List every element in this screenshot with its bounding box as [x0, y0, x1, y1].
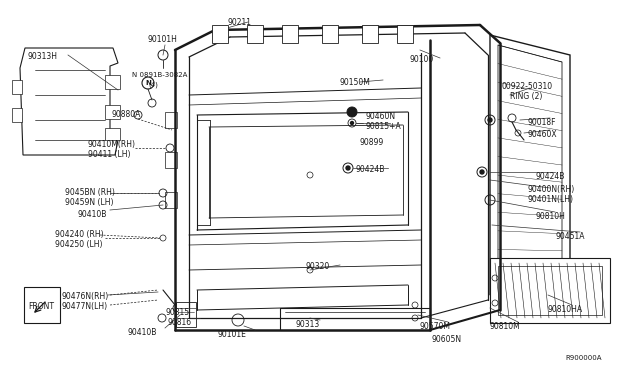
Bar — [105, 128, 120, 140]
Text: 90605N: 90605N — [432, 335, 462, 344]
Text: 904250 (LH): 904250 (LH) — [55, 240, 102, 249]
Text: 90410B: 90410B — [128, 328, 157, 337]
Text: 90460X: 90460X — [528, 130, 557, 139]
Text: N 0891B-3082A: N 0891B-3082A — [132, 72, 188, 78]
Text: 90477N(LH): 90477N(LH) — [62, 302, 108, 311]
Text: 90816: 90816 — [168, 318, 192, 327]
Circle shape — [351, 122, 353, 125]
Bar — [165, 112, 177, 128]
Bar — [12, 108, 22, 122]
Circle shape — [488, 118, 492, 122]
Text: 90476N(RH): 90476N(RH) — [62, 292, 109, 301]
Bar — [176, 302, 196, 327]
Text: 90101H: 90101H — [148, 35, 178, 44]
Text: 90460N: 90460N — [365, 112, 395, 121]
Text: 90424B: 90424B — [355, 165, 385, 174]
Bar — [322, 25, 338, 43]
Text: 90451A: 90451A — [556, 232, 586, 241]
Text: 90810M: 90810M — [490, 322, 521, 331]
Bar — [24, 287, 60, 323]
Bar — [247, 25, 263, 43]
Circle shape — [480, 170, 484, 174]
Text: 90400N(RH): 90400N(RH) — [528, 185, 575, 194]
Text: 90410B: 90410B — [78, 210, 108, 219]
Text: (4): (4) — [148, 82, 158, 89]
Text: 90313H: 90313H — [28, 52, 58, 61]
Circle shape — [346, 166, 350, 170]
Text: 9045BN (RH): 9045BN (RH) — [65, 188, 115, 197]
Text: 90899: 90899 — [360, 138, 384, 147]
Text: 90320: 90320 — [305, 262, 329, 271]
Text: 904240 (RH): 904240 (RH) — [55, 230, 104, 239]
Text: 90211: 90211 — [228, 18, 252, 27]
Circle shape — [347, 107, 357, 117]
Text: FRONT: FRONT — [28, 302, 54, 311]
Bar — [165, 192, 177, 208]
Text: 00922-50310: 00922-50310 — [502, 82, 553, 91]
Text: 90018F: 90018F — [528, 118, 557, 127]
Bar — [105, 75, 120, 89]
Text: 90815+A: 90815+A — [365, 122, 401, 131]
Text: 90100: 90100 — [410, 55, 435, 64]
Bar — [490, 258, 610, 323]
Text: 90815: 90815 — [165, 308, 189, 317]
Text: 90401N(LH): 90401N(LH) — [528, 195, 574, 204]
Bar — [362, 25, 378, 43]
Bar — [212, 25, 228, 43]
Text: N: N — [145, 80, 151, 86]
Text: 90411 (LH): 90411 (LH) — [88, 150, 131, 159]
Text: 90459N (LH): 90459N (LH) — [65, 198, 113, 207]
Text: 90101E: 90101E — [218, 330, 247, 339]
Bar — [282, 25, 298, 43]
Text: 90880A: 90880A — [112, 110, 141, 119]
Text: 90150M: 90150M — [340, 78, 371, 87]
Text: 90810HA: 90810HA — [548, 305, 583, 314]
Bar — [397, 25, 413, 43]
Text: RING (2): RING (2) — [510, 92, 542, 101]
Text: 90424B: 90424B — [535, 172, 564, 181]
Text: 90410M(RH): 90410M(RH) — [88, 140, 136, 149]
Bar — [105, 105, 120, 119]
Bar — [12, 80, 22, 94]
Text: 90810H: 90810H — [535, 212, 565, 221]
Bar — [165, 152, 177, 168]
Text: 90313: 90313 — [295, 320, 319, 329]
Bar — [498, 266, 602, 315]
Text: 90570M: 90570M — [420, 322, 451, 331]
Text: R900000A: R900000A — [565, 355, 602, 361]
